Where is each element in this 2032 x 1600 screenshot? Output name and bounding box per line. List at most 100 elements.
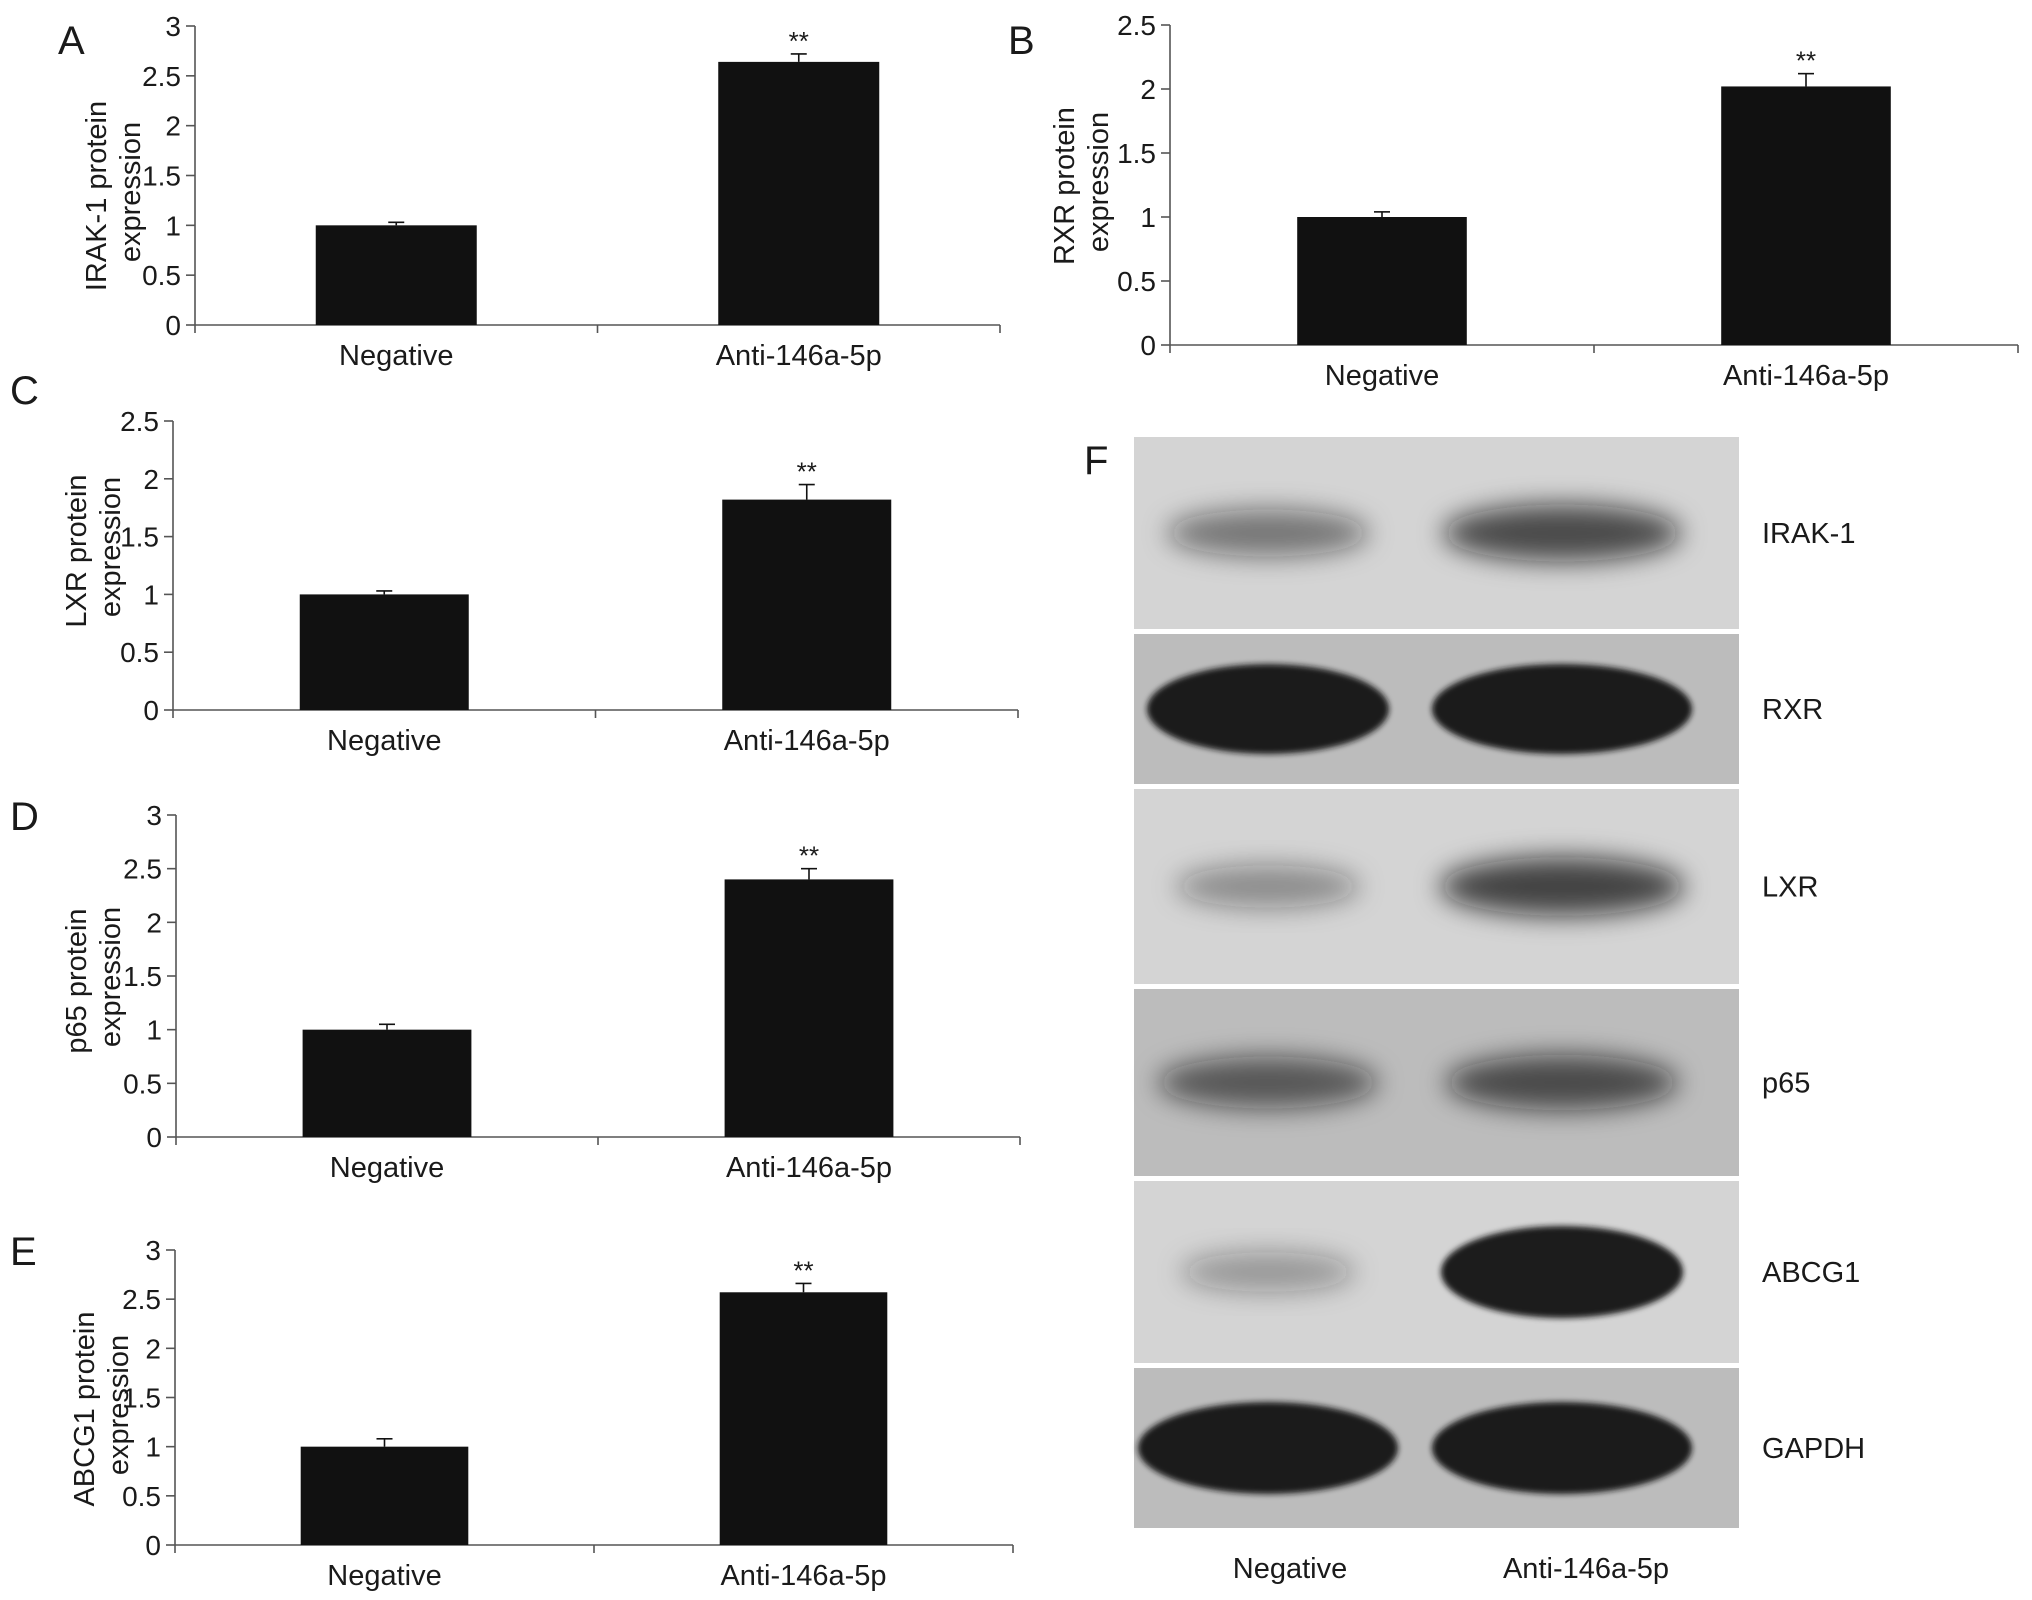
panel-c-plot: 0 0.5 1 1.5 2 2.5 Negative ** Anti-146a-5p (120, 406, 1019, 757)
panel-c-bar (722, 499, 892, 710)
panel-c-x-tick-label: Anti-146a-5p (724, 725, 890, 757)
panel-c-y-tick-label: 1.5 (120, 522, 159, 553)
panel-b-y-tick-label: 1.5 (1117, 138, 1156, 169)
panel-b-y-tick-label: 0 (1140, 330, 1156, 361)
blot-band (1441, 1226, 1683, 1318)
panel-c-label: C (10, 369, 39, 413)
blot-band (1147, 664, 1389, 754)
panel-e-plot: 0 0.5 1 1.5 2 2.5 3 Negative ** Anti-146a-5p (122, 1235, 1014, 1592)
panel-d-y-tick-label: 2.5 (123, 854, 162, 885)
blot-protein-label: RXR (1762, 694, 1823, 726)
blot-row-p65: p65 (1134, 989, 1810, 1176)
panel-e-y-tick-label: 2.5 (122, 1284, 161, 1315)
panel-d-y-tick-label: 0.5 (123, 1068, 162, 1099)
panel-b-y-tick-label: 0.5 (1117, 266, 1156, 297)
panel-d-significance-label: ** (799, 841, 819, 871)
panel-b-y-axis-label-line-2: expression (1083, 112, 1115, 252)
panel-e-y-tick-label: 1.5 (122, 1383, 161, 1414)
blot-band (1432, 664, 1692, 754)
panel-d-y-tick-label: 3 (146, 800, 162, 831)
blot-lane-label: Negative (1233, 1553, 1347, 1585)
blot-band (1443, 504, 1681, 562)
panel-a-bar (315, 225, 477, 325)
blot-row-gapdh: GAPDH (1134, 1368, 1865, 1528)
panel-b-label: B (1008, 19, 1035, 63)
panel-a-y-tick-label: 1.5 (142, 161, 181, 192)
blot-band (1180, 1252, 1356, 1292)
panel-f: F IRAK-1 RXR LXR p65 ABCG1 GAPDH Negative Anti-… (1084, 437, 1865, 1585)
panel-e-x-tick-label: Anti-146a-5p (720, 1560, 886, 1592)
panel-c-y-axis-label-line-1: LXR protein (61, 474, 93, 627)
panel-a-y-axis-label-line-2: expression (115, 122, 147, 262)
panel-d: D p65 protein expression 0 0.5 1 1.5 2 2.5 3 Ne… (10, 795, 1021, 1184)
panel-b-bar (1721, 86, 1891, 345)
panel-d-y-tick-label: 0 (146, 1122, 162, 1153)
panel-a-x-tick-label: Negative (339, 340, 453, 372)
panel-d-label: D (10, 795, 39, 839)
panel-a-y-axis-label-line-1: IRAK-1 protein (81, 101, 113, 291)
panel-c-y-axis-label: LXR protein expression (61, 466, 127, 627)
panel-e-bar (300, 1446, 469, 1545)
panel-c: C LXR protein expression 0 0.5 1 1.5 2 2.5 Neg… (10, 369, 1019, 757)
panel-b-significance-label: ** (1796, 46, 1816, 76)
panel-c-y-tick-label: 2.5 (120, 406, 159, 437)
panel-a-y-axis-label: IRAK-1 protein expression (81, 93, 147, 291)
panel-a-y-tick-label: 1 (165, 210, 181, 241)
panel-e-y-tick-label: 0.5 (122, 1481, 161, 1512)
panel-b-y-axis-label: RXR protein expression (1049, 99, 1115, 265)
panel-b-y-tick-label: 2.5 (1117, 10, 1156, 41)
panel-b-x-tick-label: Anti-146a-5p (1723, 360, 1889, 392)
blot-band (1176, 865, 1360, 908)
blot-lane-label: Anti-146a-5p (1503, 1553, 1669, 1585)
panel-e-y-axis-label-line-2: expression (103, 1335, 135, 1475)
panel-b-x-tick-label: Negative (1325, 360, 1439, 392)
panel-e-significance-label: ** (793, 1255, 813, 1285)
panel-a-bar (718, 61, 880, 325)
panel-d-plot: 0 0.5 1 1.5 2 2.5 3 Negative ** Anti-146a-5p (123, 800, 1021, 1184)
blot-protein-label: IRAK-1 (1762, 518, 1855, 550)
panel-d-y-axis-label: p65 protein expression (61, 900, 127, 1053)
panel-d-y-axis-label-line-2: expression (95, 907, 127, 1047)
panel-e-y-tick-label: 1 (145, 1432, 161, 1463)
panel-a-y-tick-label: 0.5 (142, 260, 181, 291)
blot-protein-label: ABCG1 (1762, 1257, 1860, 1289)
blot-band (1138, 1402, 1398, 1494)
panel-a-significance-label: ** (789, 26, 809, 56)
panel-b: B RXR protein expression 0 0.5 1 1.5 2 2.5 Neg… (1008, 10, 2019, 392)
panel-a-y-tick-label: 2.5 (142, 61, 181, 92)
panel-b-plot: 0 0.5 1 1.5 2 2.5 Negative ** Anti-146a-5p (1117, 10, 2019, 392)
panel-b-y-tick-label: 2 (1140, 74, 1156, 105)
blot-row-abcg1: ABCG1 (1134, 1181, 1860, 1363)
blot-row-lxr: LXR (1134, 789, 1818, 984)
panel-d-y-axis-label-line-1: p65 protein (61, 908, 93, 1053)
panel-d-y-tick-label: 2 (146, 907, 162, 938)
blot-row-irak-1: IRAK-1 (1134, 437, 1855, 629)
panel-a-x-tick-label: Anti-146a-5p (716, 340, 882, 372)
panel-e: E ABCG1 protein expression 0 0.5 1 1.5 2 2.5 3… (10, 1230, 1014, 1592)
panel-e-y-tick-label: 2 (145, 1333, 161, 1364)
panel-b-bar (1297, 217, 1467, 345)
panel-e-y-axis-label-line-1: ABCG1 protein (69, 1312, 101, 1507)
blot-protein-label: GAPDH (1762, 1433, 1865, 1465)
panel-c-x-tick-label: Negative (327, 725, 441, 757)
blot-band (1440, 857, 1684, 916)
panel-e-y-tick-label: 0 (145, 1530, 161, 1561)
panel-d-y-tick-label: 1 (146, 1015, 162, 1046)
panel-e-y-tick-label: 3 (145, 1235, 161, 1266)
panel-c-bar (299, 594, 469, 710)
panel-c-y-axis-label-line-2: expression (95, 477, 127, 617)
panel-e-x-tick-label: Negative (327, 1560, 441, 1592)
panel-d-x-tick-label: Negative (330, 1152, 444, 1184)
blot-row-rxr: RXR (1134, 634, 1823, 784)
panel-a-label: A (58, 19, 85, 63)
panel-b-y-tick-label: 1 (1140, 202, 1156, 233)
western-blot: IRAK-1 RXR LXR p65 ABCG1 GAPDH Negative Anti-14… (1134, 437, 1865, 1585)
blot-band (1158, 1056, 1378, 1109)
panel-d-y-tick-label: 1.5 (123, 961, 162, 992)
panel-c-y-tick-label: 0 (143, 695, 159, 726)
panel-a-y-tick-label: 2 (165, 111, 181, 142)
blot-band (1446, 1054, 1678, 1111)
panel-a-plot: 0 0.5 1 1.5 2 2.5 3 Negative ** Anti-146a-5p (142, 11, 1001, 372)
panel-b-y-axis-label-line-1: RXR protein (1049, 107, 1081, 265)
